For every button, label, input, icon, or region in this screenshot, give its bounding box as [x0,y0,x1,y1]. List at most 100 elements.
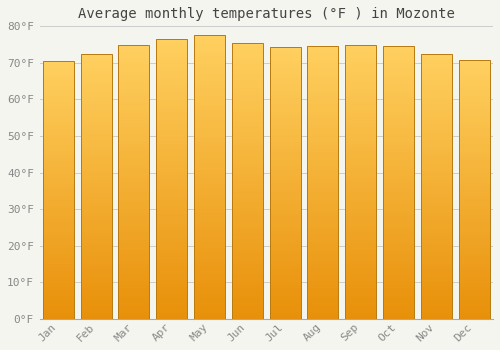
Bar [270,210,300,214]
Bar [458,313,490,316]
Bar [156,315,188,319]
Bar [308,118,338,121]
Bar [421,140,452,143]
Bar [383,196,414,200]
Bar [80,203,112,206]
Bar [421,186,452,190]
Bar [194,152,225,156]
Bar [458,277,490,280]
Bar [458,144,490,148]
Bar [194,131,225,135]
Bar [118,292,150,295]
Bar [346,233,376,237]
Bar [458,174,490,177]
Bar [421,180,452,183]
Bar [270,153,300,156]
Bar [308,145,338,149]
Bar [156,147,188,151]
Bar [270,54,300,57]
Bar [194,266,225,269]
Bar [383,155,414,159]
Bar [194,301,225,305]
Bar [270,237,300,241]
Bar [80,167,112,170]
Bar [118,48,150,51]
Bar [308,258,338,261]
Bar [194,106,225,110]
Bar [458,93,490,96]
Bar [80,154,112,157]
Bar [421,74,452,77]
Bar [346,285,376,288]
Bar [194,67,225,71]
Bar [270,102,300,105]
Bar [421,233,452,236]
Bar [383,264,414,268]
Bar [194,57,225,60]
Bar [232,243,263,246]
Bar [43,277,74,280]
Bar [156,137,188,140]
Bar [232,184,263,188]
Bar [308,234,338,237]
Bar [270,281,300,285]
Bar [118,315,150,319]
Bar [194,181,225,184]
Bar [232,229,263,233]
Bar [156,161,188,165]
Bar [270,292,300,295]
Bar [80,150,112,154]
Bar [308,305,338,309]
Bar [270,64,300,68]
Bar [43,138,74,142]
Bar [118,209,150,212]
Bar [383,53,414,57]
Bar [118,178,150,182]
Bar [383,315,414,319]
Bar [80,316,112,319]
Bar [194,124,225,127]
Bar [156,214,188,217]
Bar [458,196,490,199]
Bar [421,166,452,170]
Bar [421,273,452,276]
Bar [43,225,74,229]
Bar [308,247,338,251]
Bar [232,209,263,212]
Bar [270,112,300,115]
Bar [80,299,112,302]
Bar [346,110,376,113]
Bar [346,298,376,302]
Bar [421,190,452,193]
Bar [194,220,225,223]
Bar [346,305,376,309]
Bar [194,290,225,294]
Bar [43,126,74,129]
Bar [80,170,112,174]
Bar [80,250,112,253]
Bar [232,195,263,198]
Bar [118,312,150,315]
Bar [232,188,263,191]
Bar [346,199,376,202]
Bar [156,231,188,235]
Bar [118,79,150,82]
Bar [232,274,263,278]
Bar [194,35,225,319]
Bar [458,106,490,109]
Bar [308,288,338,292]
Bar [194,294,225,298]
Bar [156,200,188,203]
Bar [232,115,263,119]
Bar [346,76,376,79]
Bar [383,169,414,173]
Bar [383,173,414,176]
Bar [194,184,225,188]
Bar [383,47,414,319]
Bar [270,315,300,319]
Bar [232,298,263,302]
Bar [194,252,225,255]
Bar [383,305,414,309]
Bar [232,43,263,46]
Bar [194,99,225,103]
